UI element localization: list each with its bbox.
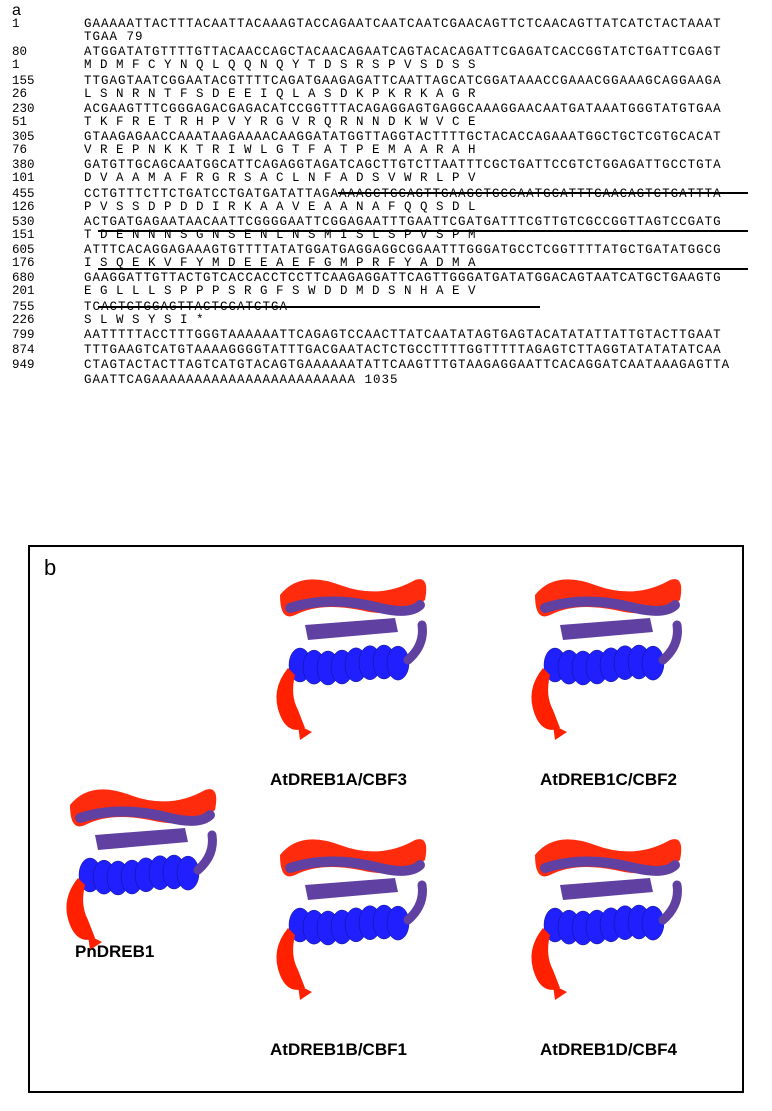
amino-acid-row: 101DVAAMAFRGRSACLNFADSVWRLPV <box>12 172 760 185</box>
protein-ribbon <box>505 560 705 750</box>
amino-acid-row: TGAA 79 <box>12 31 760 44</box>
ap2-domain-underline <box>98 306 540 308</box>
ap2-domain-underline <box>338 192 748 194</box>
protein-structure <box>250 820 450 1010</box>
sequence-block: 155TTGAGTAATCGGAATACGTTTTCAGATGAAGAGATTC… <box>12 75 760 101</box>
structure-label: AtDREB1D/CBF4 <box>540 1040 677 1060</box>
sequence-block: 605ATTTCACAGGAGAAAGTGTTTTATATGGATGAGGAGG… <box>12 244 760 270</box>
protein-structure <box>505 820 705 1010</box>
sequence-block: 680GAAGGATTGTTACTGTCACCACCTCCTTCAAGAGGAT… <box>12 272 760 298</box>
amino-acid-row: 1MDMFCYNQLQQNQYTDSRSPVSDSS <box>12 59 760 72</box>
sequence-block: 949CTAGTACTACTTAGTCATGTACAGTGAAAAAATATTC… <box>12 359 760 372</box>
ap2-domain-underline <box>98 230 748 232</box>
sequence-block: 305GTAAGAGAACCAAATAAGAAAACAAGGATATGGTTAG… <box>12 131 760 157</box>
structure-label: AtDREB1B/CBF1 <box>270 1040 407 1060</box>
protein-structure <box>250 560 450 750</box>
ap2-domain-underline <box>98 268 748 270</box>
sequence-block: 1GAAAAATTACTTTACAATTACAAAGTACCAGAATCAATC… <box>12 18 760 44</box>
nucleotide-row: GAATTCAGAAAAAAAAAAAAAAAAAAAAAAAA 1035 <box>12 374 760 387</box>
nucleotide-row: 949CTAGTACTACTTAGTCATGTACAGTGAAAAAATATTC… <box>12 359 760 372</box>
sequence-alignment: 1GAAAAATTACTTTACAATTACAAAGTACCAGAATCAATC… <box>12 18 760 389</box>
sequence-block: 80ATGGATATGTTTTGTTACAACCAGCTACAACAGAATCA… <box>12 46 760 72</box>
structure-label: AtDREB1A/CBF3 <box>270 770 407 790</box>
protein-ribbon <box>505 820 705 1010</box>
amino-acid-row: 201EGLLLSPPPSRGFSWDDMDSNHAEV <box>12 285 760 298</box>
sequence-block: 799AATTTTTACCTTTGGGTAAAAAATTCAGAGTCCAACT… <box>12 329 760 342</box>
structure-label: PnDREB1 <box>75 942 154 962</box>
sequence-block: GAATTCAGAAAAAAAAAAAAAAAAAAAAAAAA 1035 <box>12 374 760 387</box>
nucleotide-row: 799AATTTTTACCTTTGGGTAAAAAATTCAGAGTCCAACT… <box>12 329 760 342</box>
nucleotide-row: 874TTTGAAGTCATGTAAAAGGGGTATTTGACGAATACTC… <box>12 344 760 357</box>
sequence-block: 755TCACTCTGGAGTTACTCCATCTGA226SLWSYSI* <box>12 301 760 327</box>
amino-acid-row: 126PVSSDPDDIRKAAVEAANAFQQSDL <box>12 201 760 214</box>
amino-acid-row: 226SLWSYSI* <box>12 314 760 327</box>
protein-ribbon <box>40 770 240 960</box>
structure-label: AtDREB1C/CBF2 <box>540 770 677 790</box>
sequence-block: 530ACTGATGAGAATAACAATTCGGGGAATTCGGAGAATT… <box>12 216 760 242</box>
protein-structure <box>505 560 705 750</box>
amino-acid-row: 26LSNRNTFSDEEIQLASDKPKRKAGR <box>12 88 760 101</box>
protein-ribbon <box>250 820 450 1010</box>
amino-acid-row: 76VREPNKKTRIWLGTFATPEMAARAH <box>12 144 760 157</box>
panel-b-label: b <box>44 555 56 581</box>
protein-ribbon <box>250 560 450 750</box>
sequence-block: 874TTTGAAGTCATGTAAAAGGGGTATTTGACGAATACTC… <box>12 344 760 357</box>
amino-acid-row: 51TKFRETRHPVYRGVRQRNNDKWVCE <box>12 116 760 129</box>
sequence-block: 230ACGAAGTTTCGGGAGACGAGACATCCGGTTTACAGAG… <box>12 103 760 129</box>
sequence-block: 380GATGTTGCAGCAATGGCATTCAGAGGTAGATCAGCTT… <box>12 159 760 185</box>
protein-structure <box>40 770 240 960</box>
